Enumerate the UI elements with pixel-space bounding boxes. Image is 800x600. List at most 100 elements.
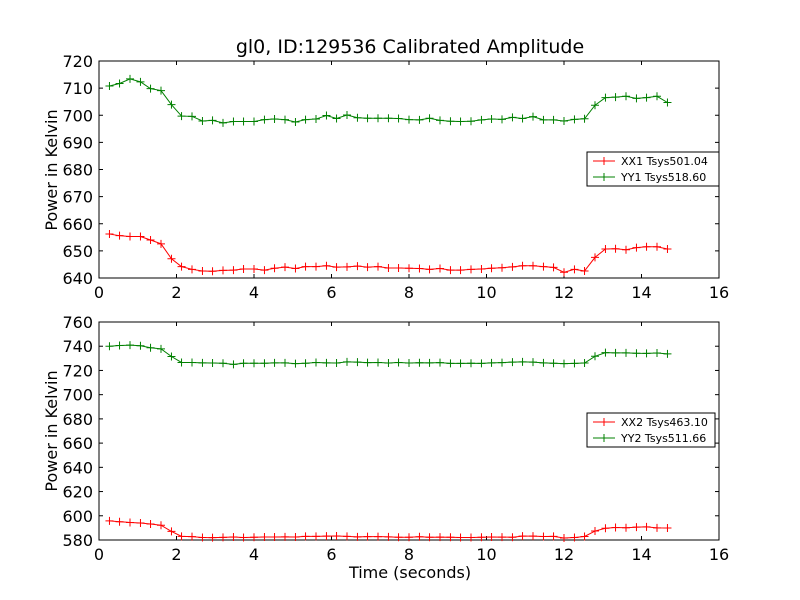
data-point-marker — [498, 358, 506, 367]
data-point-marker — [591, 253, 599, 262]
data-point-marker — [146, 236, 155, 245]
chart-title: gl0, ID:129536 Calibrated Amplitude — [236, 36, 584, 58]
y-tick-label: 640 — [62, 269, 93, 288]
data-point-marker — [239, 359, 248, 368]
y-tick-label: 600 — [62, 507, 93, 526]
data-point-marker — [467, 533, 475, 542]
data-point-marker — [498, 533, 506, 542]
data-point-marker — [312, 358, 320, 367]
data-point-marker — [384, 532, 393, 541]
legend-marker — [600, 157, 608, 165]
data-point-marker — [281, 115, 289, 124]
data-point-marker — [642, 242, 651, 251]
data-point-marker — [219, 533, 227, 542]
data-point-marker — [663, 98, 672, 107]
data-point-marker — [405, 359, 413, 368]
data-point-marker — [363, 532, 372, 541]
data-point-marker — [539, 115, 548, 124]
data-point-marker — [229, 532, 238, 541]
data-point-marker — [436, 264, 444, 273]
legend-box — [586, 412, 716, 448]
data-point-marker — [291, 532, 300, 541]
data-point-marker — [260, 532, 269, 541]
data-point-marker — [415, 115, 424, 124]
data-point-marker — [415, 358, 424, 367]
data-point-marker — [208, 116, 217, 125]
data-point-marker — [157, 239, 165, 248]
data-point-marker — [560, 359, 568, 368]
data-point-marker — [508, 262, 517, 271]
data-point-marker — [487, 358, 496, 367]
data-point-marker — [146, 343, 155, 352]
data-point-marker — [394, 114, 403, 123]
data-point-marker — [591, 352, 599, 361]
data-point-marker — [188, 112, 196, 121]
data-point-marker — [105, 81, 114, 90]
data-point-marker — [601, 93, 610, 102]
data-point-marker — [498, 115, 506, 124]
data-point-marker — [177, 262, 186, 271]
data-point-marker — [239, 117, 248, 126]
data-point-marker — [229, 360, 238, 369]
data-point-marker — [415, 264, 424, 273]
data-point-marker — [322, 261, 331, 270]
data-point-marker — [157, 86, 165, 95]
data-point-marker — [126, 341, 134, 350]
y-tick-label: 640 — [62, 458, 93, 477]
data-point-marker — [508, 533, 517, 542]
data-point-marker — [188, 532, 196, 541]
x-axis-label: Time (seconds) — [348, 563, 471, 582]
data-point-marker — [663, 524, 672, 533]
data-point-marker — [467, 265, 475, 274]
data-point-marker — [301, 359, 310, 368]
y-tick-label: 680 — [62, 410, 93, 429]
data-point-marker — [487, 264, 496, 273]
data-point-marker — [136, 519, 145, 528]
data-point-marker — [518, 114, 527, 123]
data-point-marker — [208, 533, 217, 542]
data-point-marker — [343, 532, 351, 541]
data-point-marker — [632, 349, 641, 358]
data-point-marker — [529, 532, 537, 541]
x-tick-label: 4 — [249, 283, 259, 302]
data-point-marker — [436, 358, 444, 367]
legend-marker — [600, 173, 608, 181]
data-point-marker — [415, 532, 424, 541]
data-point-marker — [467, 359, 475, 368]
data-point-marker — [115, 79, 124, 88]
legend-label: XX2 Tsys463.10 — [621, 416, 708, 429]
data-point-marker — [136, 232, 145, 241]
data-point-marker — [456, 117, 465, 126]
data-point-marker — [446, 117, 455, 126]
x-tick-label: 8 — [404, 545, 414, 564]
data-point-marker — [549, 115, 558, 124]
data-point-marker — [332, 263, 341, 272]
y-tick-label: 690 — [62, 133, 93, 152]
data-point-marker — [622, 92, 630, 101]
data-point-marker — [157, 344, 165, 353]
data-point-marker — [198, 358, 207, 367]
data-point-marker — [353, 532, 362, 541]
data-point-marker — [250, 117, 258, 126]
data-point-marker — [446, 533, 455, 542]
data-point-marker — [560, 116, 568, 125]
data-point-marker — [570, 265, 579, 274]
data-point-marker — [529, 358, 537, 367]
data-point-marker — [281, 358, 289, 367]
data-point-marker — [518, 532, 527, 541]
data-point-marker — [208, 267, 217, 276]
data-point-marker — [353, 358, 362, 367]
data-point-marker — [239, 265, 248, 274]
data-point-marker — [498, 263, 506, 272]
data-point-marker — [632, 523, 641, 532]
data-point-marker — [477, 533, 486, 542]
data-point-marker — [591, 101, 599, 110]
data-point-marker — [250, 359, 258, 368]
x-tick-label: 16 — [709, 283, 729, 302]
data-point-marker — [281, 263, 289, 272]
data-point-marker — [363, 263, 372, 272]
data-point-marker — [105, 516, 114, 525]
x-tick-label: 16 — [709, 545, 729, 564]
data-point-marker — [332, 114, 341, 123]
data-point-marker — [188, 358, 196, 367]
